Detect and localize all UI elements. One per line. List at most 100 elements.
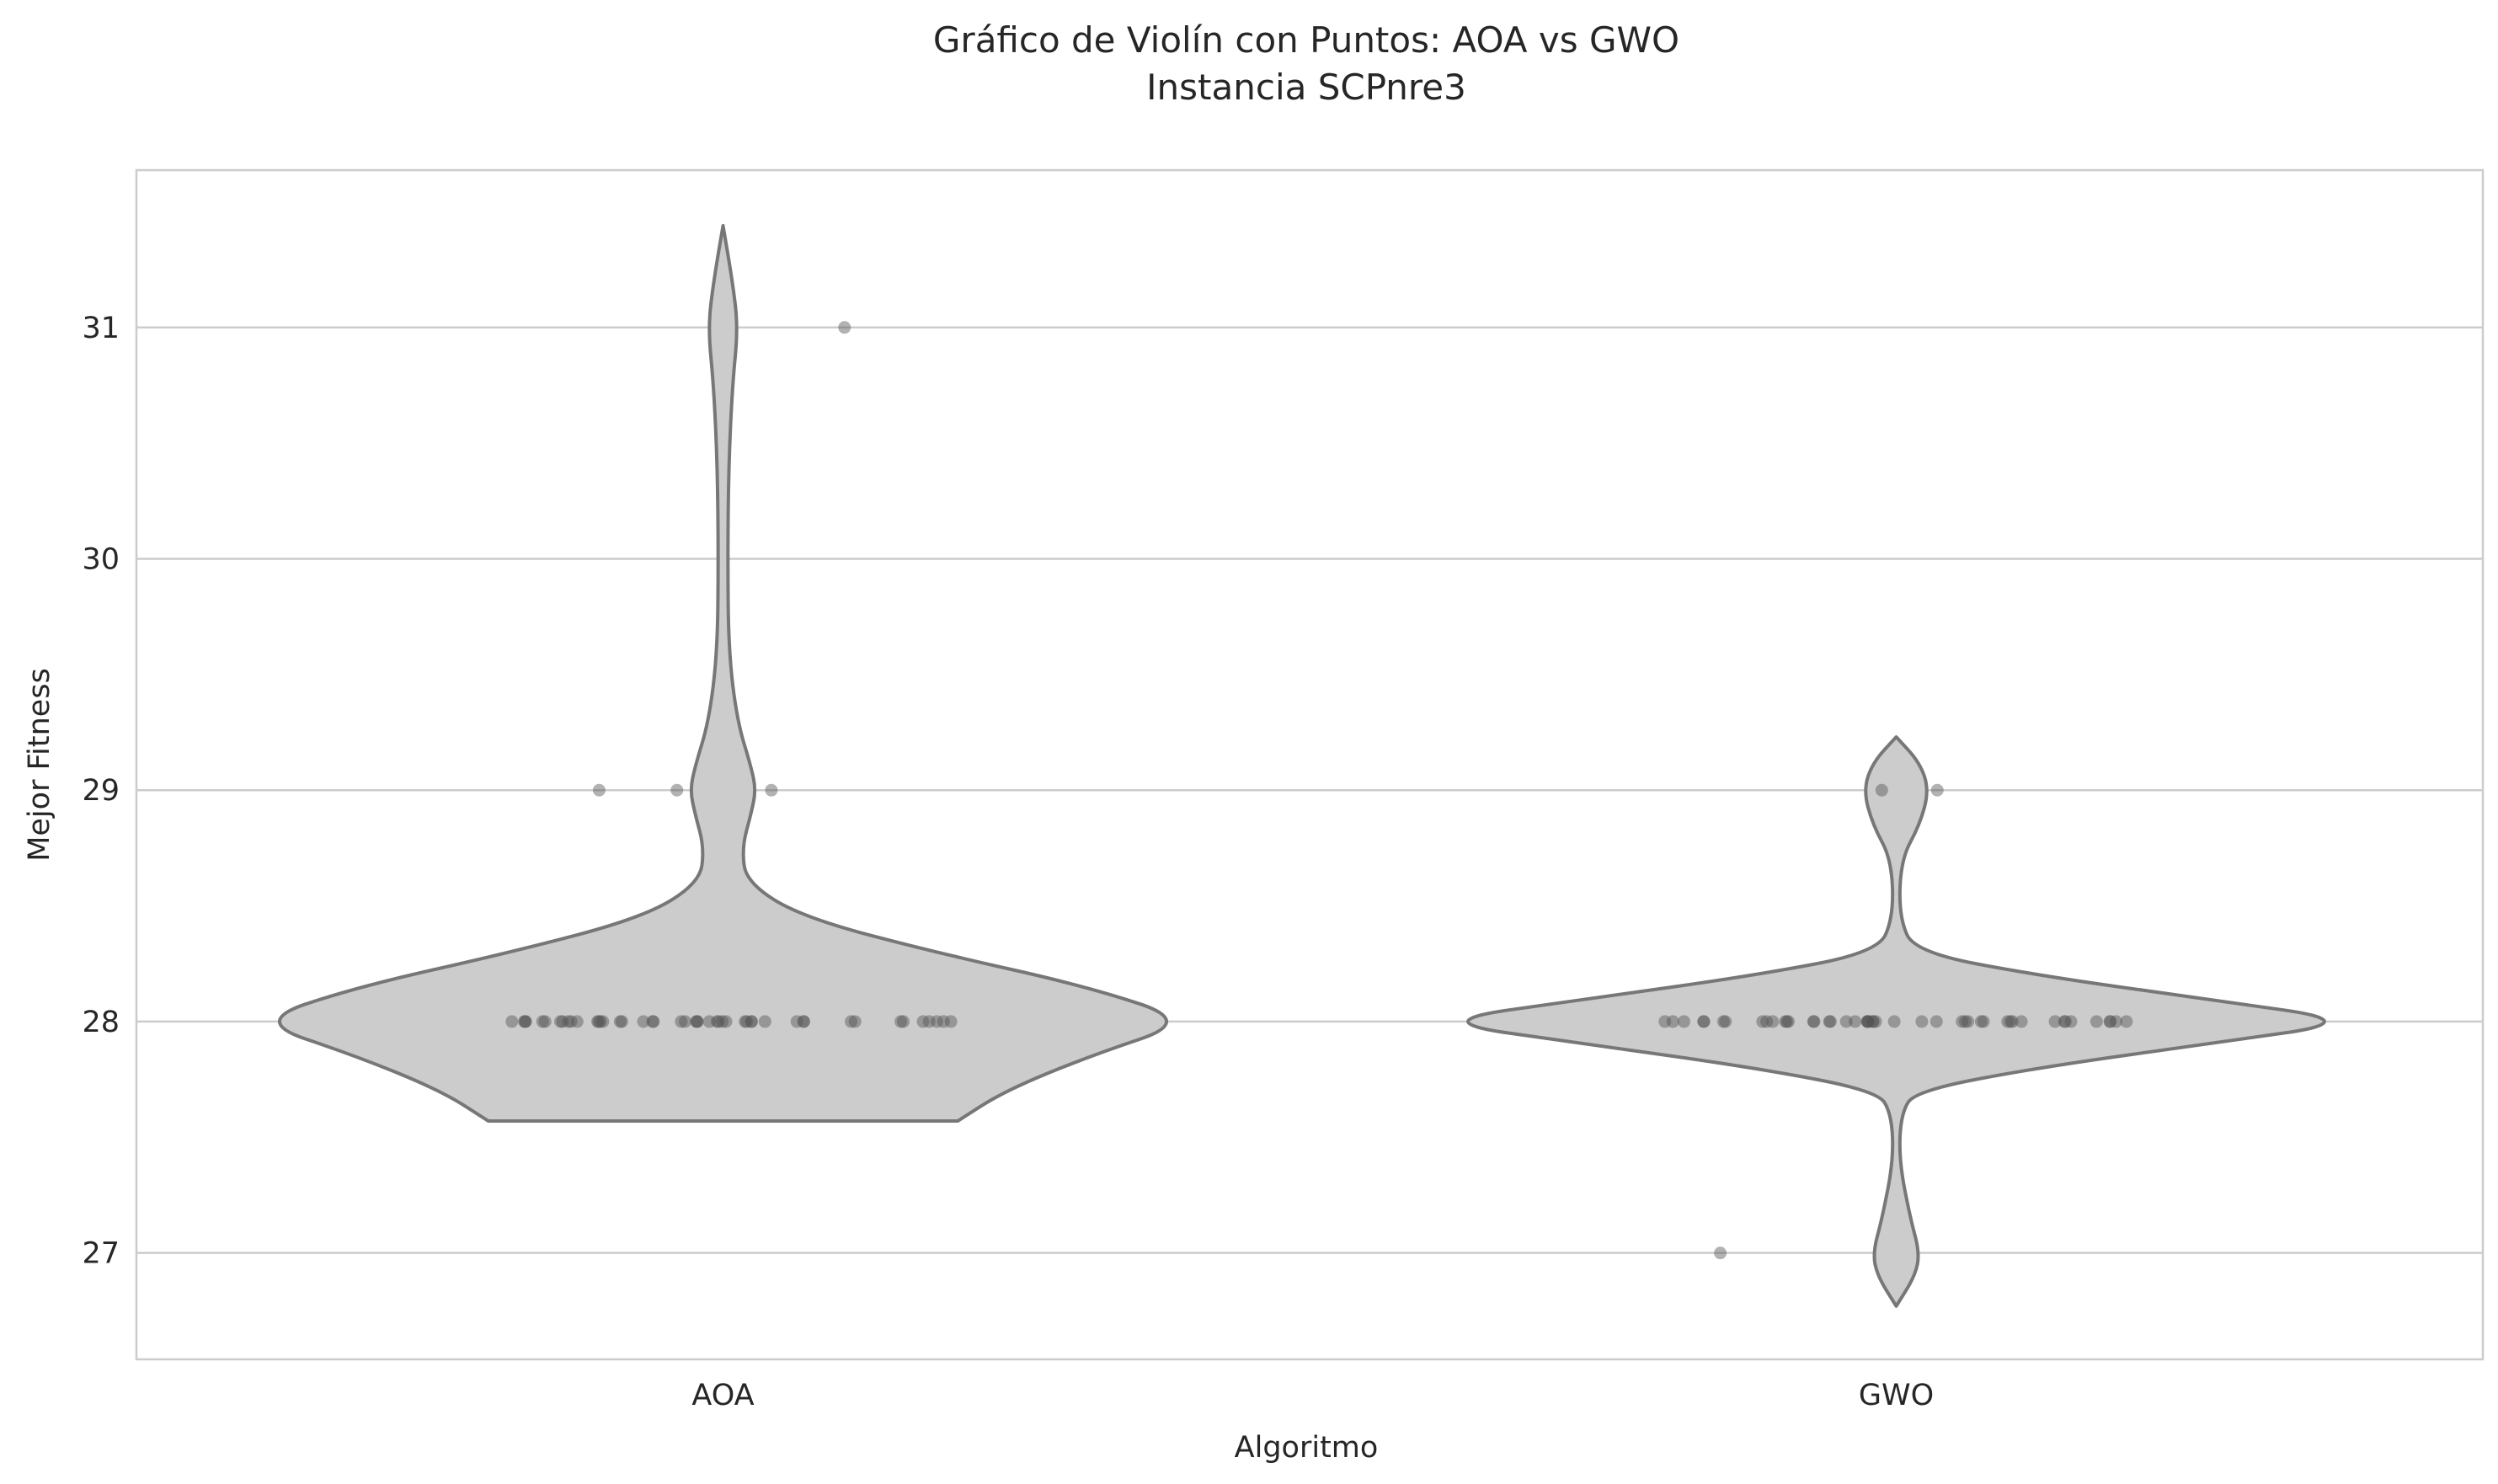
- data-point: [2109, 1015, 2122, 1028]
- data-point: [2001, 1015, 2015, 1028]
- data-point: [1716, 1015, 1730, 1028]
- data-point: [1760, 1015, 1774, 1028]
- data-point: [2015, 1015, 2028, 1028]
- data-point: [591, 1015, 605, 1028]
- data-point: [1756, 1015, 1769, 1028]
- data-point: [2120, 1015, 2133, 1028]
- data-point: [690, 1015, 703, 1028]
- data-point: [1658, 1015, 1672, 1028]
- data-point: [2048, 1015, 2062, 1028]
- data-point: [2005, 1015, 2019, 1028]
- chart-subtitle: Instancia SCPnre3: [1146, 67, 1466, 108]
- data-point: [1823, 1015, 1837, 1028]
- data-point: [538, 1015, 552, 1028]
- data-point: [596, 1015, 610, 1028]
- data-point: [1677, 1015, 1690, 1028]
- violin-aoa: [278, 223, 1168, 1124]
- data-point: [1719, 1015, 1732, 1028]
- data-point: [1766, 1015, 1780, 1028]
- data-point: [745, 1015, 758, 1028]
- data-point: [505, 1015, 519, 1028]
- data-point: [1974, 1015, 1988, 1028]
- violin-gwo: [1466, 735, 2326, 1308]
- data-point: [518, 1015, 531, 1028]
- data-point: [716, 1015, 729, 1028]
- data-point: [615, 1015, 628, 1028]
- data-point: [2058, 1015, 2071, 1028]
- data-point: [570, 1015, 584, 1028]
- data-point: [1930, 783, 1944, 797]
- data-point: [675, 1015, 688, 1028]
- data-point: [1849, 1015, 1862, 1028]
- data-point: [556, 1015, 569, 1028]
- data-point: [670, 783, 684, 797]
- y-tick-label: 27: [82, 1237, 120, 1271]
- y-tick-label: 30: [82, 543, 120, 577]
- data-point: [2058, 1015, 2072, 1028]
- data-point: [894, 1015, 908, 1028]
- data-point: [1839, 1015, 1853, 1028]
- data-point: [916, 1015, 930, 1028]
- data-point: [719, 1015, 733, 1028]
- data-point: [702, 1015, 716, 1028]
- data-point: [1915, 1015, 1929, 1028]
- data-point: [690, 1015, 703, 1028]
- data-point: [1962, 1015, 1975, 1028]
- data-point: [930, 1015, 943, 1028]
- chart-title: Gráfico de Violín con Puntos: AOA vs GWO: [933, 19, 1679, 61]
- data-point: [1869, 1015, 1882, 1028]
- data-point: [937, 1015, 950, 1028]
- data-point: [647, 1015, 660, 1028]
- data-point: [2090, 1015, 2103, 1028]
- data-point: [1780, 1015, 1794, 1028]
- data-point: [2104, 1015, 2117, 1028]
- data-point: [922, 1015, 936, 1028]
- data-point: [1875, 783, 1888, 797]
- data-point: [1958, 1015, 1972, 1028]
- data-point: [712, 1015, 725, 1028]
- data-point: [1860, 1015, 1874, 1028]
- data-point: [2004, 1015, 2017, 1028]
- data-point: [1807, 1015, 1821, 1028]
- data-point: [1823, 1015, 1836, 1028]
- data-point: [1977, 1015, 1990, 1028]
- data-point: [790, 1015, 803, 1028]
- data-point: [1862, 1015, 1876, 1028]
- data-point: [592, 783, 606, 797]
- data-point: [1697, 1015, 1711, 1028]
- data-point: [838, 321, 851, 334]
- data-point: [1887, 1015, 1901, 1028]
- data-point: [592, 1015, 606, 1028]
- data-point: [745, 1015, 758, 1028]
- data-point: [637, 1015, 650, 1028]
- data-point: [797, 1015, 810, 1028]
- data-point: [564, 1015, 578, 1028]
- data-point: [519, 1015, 532, 1028]
- data-point: [1779, 1015, 1792, 1028]
- x-axis-label: Algoritmo: [1235, 1431, 1379, 1465]
- data-point: [765, 783, 778, 797]
- data-point: [1782, 1015, 1796, 1028]
- data-point: [594, 1015, 607, 1028]
- data-point: [1956, 1015, 1969, 1028]
- data-points: [505, 321, 2133, 1260]
- data-point: [562, 1015, 575, 1028]
- data-point: [758, 1015, 771, 1028]
- data-point: [1807, 1015, 1820, 1028]
- data-point: [1861, 1015, 1875, 1028]
- x-tick-label: GWO: [1859, 1379, 1934, 1412]
- data-point: [2103, 1015, 2116, 1028]
- data-point: [691, 1015, 704, 1028]
- data-point: [536, 1015, 549, 1028]
- data-point: [553, 1015, 567, 1028]
- data-point: [845, 1015, 858, 1028]
- y-tick-label: 29: [82, 774, 120, 808]
- violins: [278, 223, 2326, 1308]
- data-point: [710, 1015, 723, 1028]
- data-point: [1866, 1015, 1880, 1028]
- y-tick-label: 31: [82, 312, 120, 345]
- data-point: [897, 1015, 910, 1028]
- data-point: [646, 1015, 659, 1028]
- y-axis-label: Mejor Fitness: [23, 668, 56, 862]
